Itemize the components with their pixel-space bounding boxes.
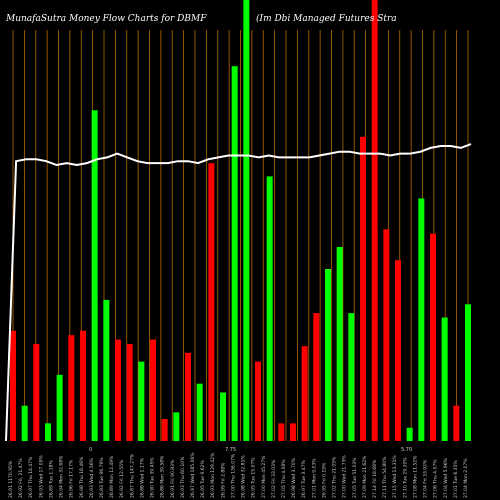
bar — [10, 330, 16, 441]
x-tick-label: 26.89 Mon 12.49% — [109, 455, 115, 498]
bar — [325, 269, 331, 441]
x-tick-label: 26.99 Fri 2.88% — [220, 462, 226, 498]
bar — [33, 343, 40, 441]
x-tick-label: 27.14 Fri 18.68% — [372, 459, 378, 498]
x-tick-label: 27.00 Wed 21.73% — [342, 455, 348, 498]
bar — [185, 352, 191, 441]
x-tick-label: 27.04 Mon 2.07% — [463, 458, 469, 498]
x-tick-label: 27.02 Fri 33.03% — [271, 459, 277, 498]
x-tick-label: 26.93 Wed 4.56% — [89, 457, 95, 498]
x-tick-label: 27.05 Thu 4.08% — [281, 459, 287, 498]
x-tick-label: 26.97 Wed 185.06% — [190, 452, 196, 498]
x-tick-label: 26.93 Wed 17.09% — [38, 455, 44, 498]
x-tick-label: 27.04 Wed 5.96% — [443, 457, 449, 498]
bar — [301, 346, 308, 441]
x-tick-label: 26.90 Tue 39.45% — [150, 457, 156, 498]
x-tick-label: 27.00 Thu 136.07% — [230, 453, 236, 498]
chart-title: MunafaSutra Money Flow Charts for DBMF — [5, 14, 207, 24]
x-tick-label: 26.87 Thu 147.27% — [129, 453, 135, 498]
x-tick-label: 26.91 1170.95% — [8, 460, 14, 498]
zero-mark: 0 — [89, 447, 92, 453]
x-tick-label: 26.98 Wed 32.81% — [241, 455, 247, 498]
bar — [313, 313, 320, 441]
bar — [56, 374, 63, 441]
bar — [45, 423, 51, 441]
bar — [126, 343, 133, 441]
bar — [395, 260, 401, 441]
bar — [441, 317, 448, 441]
x-tick-label: 26.93 Mon 129.42% — [210, 452, 216, 498]
x-tick-label: 27.02 Thu 21.05% — [332, 456, 338, 498]
mark-label: 7.75 — [225, 447, 236, 453]
bar — [418, 198, 425, 441]
x-tick-label: 27.10 Tue 29.20% — [402, 457, 408, 498]
bar — [278, 423, 285, 441]
bar — [383, 229, 390, 441]
bar — [465, 304, 471, 441]
bar — [196, 383, 203, 441]
x-tick-label: 26.95 Tue 15.07% — [251, 457, 257, 498]
bars — [10, 0, 471, 442]
x-tick-label: 27.06 Thu 4.07% — [433, 459, 439, 498]
x-tick-label: 26.86 Mon 39.58% — [160, 455, 166, 498]
bar — [290, 423, 296, 441]
x-tick-label: 26.95 Fri 0.19% — [321, 462, 327, 498]
bar — [430, 233, 436, 441]
x-tick-label: 26.98 Thu 18.46% — [79, 456, 85, 498]
x-tick-label: 26.92 Fri 12.55% — [119, 459, 125, 498]
x-tick-label: 26.94 Mon 32.68% — [59, 455, 65, 498]
x-axis-ticks: 26.91 1170.95% 26.92 Fri, 21.47% 26.97 Thu… — [8, 452, 469, 498]
bar — [406, 427, 413, 441]
bar — [348, 313, 355, 441]
x-tick-label: 27.15 Wed 13.31% — [392, 455, 398, 498]
mark-label-2: 5.70 — [401, 447, 412, 453]
x-tick-label: 27.04 Fri 33.92% — [423, 459, 429, 498]
bar — [161, 418, 168, 441]
bar — [138, 361, 145, 441]
x-tick-label: 26.97 Tue 3.47% — [301, 460, 307, 498]
bar — [68, 335, 75, 441]
x-tick-label: 26.83 Tue 96.79% — [99, 457, 105, 498]
x-tick-label: 27.00 Mon 45.27% — [261, 455, 267, 498]
x-tick-label: 26.96 Fri 17.17% — [69, 459, 75, 498]
bar — [208, 163, 215, 442]
bar — [150, 339, 156, 441]
x-tick-label: 26.92 Fri, 21.47% — [18, 458, 24, 498]
x-tick-label: 26.98 Wed 3.70% — [291, 457, 297, 498]
bar — [360, 136, 366, 441]
x-tick-label: 27.05 Tue 51.03% — [352, 457, 358, 498]
chart-subtitle: (Im Dbi Managed Futures Stra — [256, 13, 397, 24]
bar — [115, 339, 121, 441]
price-line — [5, 143, 472, 442]
bar — [336, 246, 343, 441]
x-tick-label: 27.09 Mon 21.62% — [362, 455, 368, 498]
bar — [243, 0, 250, 441]
bar — [80, 330, 86, 441]
x-tick-label: 26.97 Thu 14.47% — [28, 456, 34, 498]
bar — [91, 110, 98, 441]
x-tick-label: 26.89 Tue 1.18% — [48, 460, 54, 498]
bar — [371, 0, 378, 441]
x-tick-label: 26.95 Tue 9.62% — [200, 460, 206, 498]
x-tick-label: 26.91 Fri 90.83% — [170, 459, 176, 498]
x-tick-label: 26.88 Wed 1.17% — [139, 457, 145, 498]
x-tick-label: 26.93 Thu 60.10% — [180, 456, 186, 498]
x-tick-label: 27.08 Mon 11.52% — [412, 455, 418, 498]
bar — [255, 361, 261, 441]
x-tick-label: 27.01 Mon 9.03% — [311, 458, 317, 498]
bar — [266, 176, 273, 441]
bar — [453, 405, 460, 441]
bar — [231, 66, 238, 442]
x-tick-label: 27.11 Thu 54.80% — [382, 456, 388, 498]
bar — [220, 392, 226, 441]
bar — [173, 412, 180, 441]
x-tick-label: 27.01 Tue 6.35% — [453, 460, 459, 498]
bar — [103, 299, 110, 441]
bar — [21, 405, 28, 441]
